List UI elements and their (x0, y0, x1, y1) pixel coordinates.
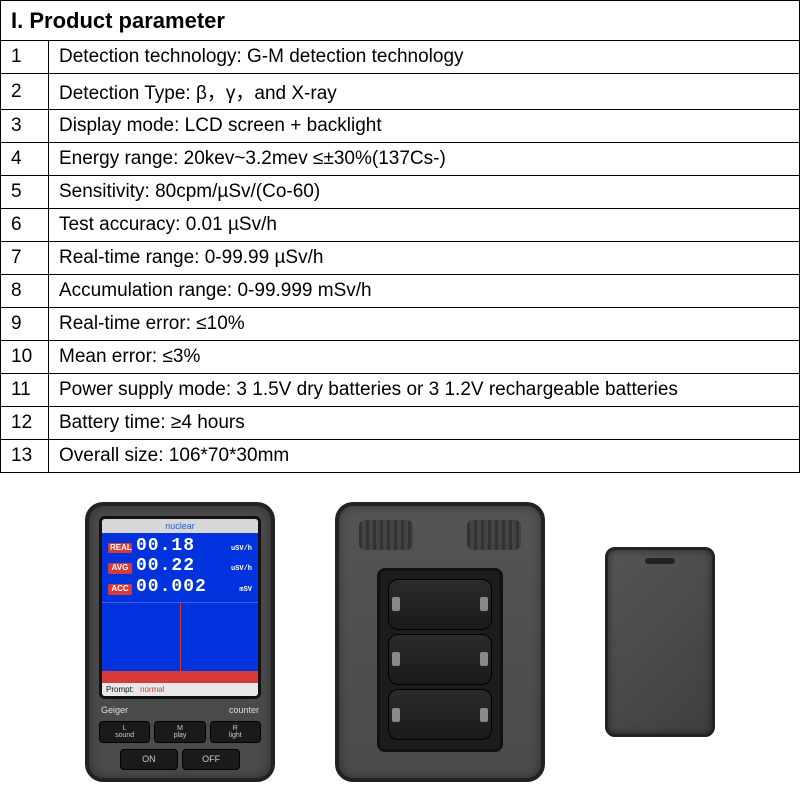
bottom-button-row: ONOFF (99, 749, 261, 770)
device-button[interactable]: Rlight (210, 721, 261, 743)
spec-row-number: 9 (1, 308, 49, 341)
spec-row: 2Detection Type: β，γ，and X-ray (1, 74, 800, 110)
spec-row-text: Display mode: LCD screen + backlight (49, 110, 800, 143)
spec-row-number: 10 (1, 341, 49, 374)
button-line1: L (100, 725, 149, 732)
spec-row-text: Sensitivity: 80cpm/µSv/(Co-60) (49, 176, 800, 209)
prompt-label: Prompt: (106, 685, 134, 694)
spec-row-text: Detection technology: G-M detection tech… (49, 41, 800, 74)
spec-row-number: 6 (1, 209, 49, 242)
spec-row: 9Real-time error: ≤10% (1, 308, 800, 341)
spec-row: 8Accumulation range: 0-99.999 mSv/h (1, 275, 800, 308)
spec-row-number: 4 (1, 143, 49, 176)
spec-row: 5Sensitivity: 80cpm/µSv/(Co-60) (1, 176, 800, 209)
lcd-main: REAL 00.18 uSV/h AVG 00.22 uSV/h ACC 00.002 mSV (102, 533, 258, 602)
spec-row-number: 1 (1, 41, 49, 74)
spec-row: 7Real-time range: 0-99.99 µSv/h (1, 242, 800, 275)
button-line2: play (155, 732, 204, 739)
brand-row: Geiger counter (99, 705, 261, 715)
battery-slot (388, 579, 492, 630)
device-front: nuclear REAL 00.18 uSV/h AVG 00.22 uSV/h ACC 00… (85, 502, 275, 782)
off-button[interactable]: OFF (182, 749, 240, 770)
spec-row: 6Test accuracy: 0.01 µSv/h (1, 209, 800, 242)
battery-slot (388, 634, 492, 685)
lcd-readout-unit: mSV (239, 587, 252, 595)
battery-slot (388, 689, 492, 740)
spec-row-number: 8 (1, 275, 49, 308)
brand-left: Geiger (101, 705, 128, 715)
spec-row-number: 2 (1, 74, 49, 110)
lcd-prompt: Prompt: normal (102, 683, 258, 696)
lcd-readout-label: AVG (108, 563, 132, 574)
lcd-readout-label: REAL (108, 543, 132, 554)
brand-right: counter (229, 705, 259, 715)
spec-row-number: 3 (1, 110, 49, 143)
spec-row-number: 11 (1, 374, 49, 407)
spec-row-text: Battery time: ≥4 hours (49, 407, 800, 440)
spec-row: 13Overall size: 106*70*30mm (1, 440, 800, 473)
spec-row: 10Mean error: ≤3% (1, 341, 800, 374)
spec-table-header: I. Product parameter (1, 1, 800, 41)
spec-row-text: Real-time error: ≤10% (49, 308, 800, 341)
lcd-readout-unit: uSV/h (231, 566, 252, 574)
spec-row-text: Power supply mode: 3 1.5V dry batteries … (49, 374, 800, 407)
button-line2: light (211, 732, 260, 739)
lcd-readout-value: 00.18 (136, 537, 195, 557)
spec-row: 12Battery time: ≥4 hours (1, 407, 800, 440)
button-line2: sound (100, 732, 149, 739)
on-button[interactable]: ON (120, 749, 178, 770)
spec-row-number: 13 (1, 440, 49, 473)
lcd-graph (102, 602, 258, 683)
spec-row-text: Detection Type: β，γ，and X-ray (49, 74, 800, 110)
lcd-readout: ACC 00.002 mSV (108, 578, 252, 598)
speaker-grille-right (467, 520, 521, 550)
lcd-readout: REAL 00.18 uSV/h (108, 537, 252, 557)
spec-row-number: 5 (1, 176, 49, 209)
speaker-grille-left (359, 520, 413, 550)
screen-title: nuclear (102, 519, 258, 533)
spec-row-number: 12 (1, 407, 49, 440)
product-photo-strip: nuclear REAL 00.18 uSV/h AVG 00.22 uSV/h ACC 00… (0, 473, 800, 800)
spec-table: I. Product parameter 1Detection technolo… (0, 0, 800, 473)
device-screen: nuclear REAL 00.18 uSV/h AVG 00.22 uSV/h ACC 00… (99, 516, 261, 699)
spec-row-text: Energy range: 20kev~3.2mev ≤±30%(137Cs-) (49, 143, 800, 176)
device-button[interactable]: Lsound (99, 721, 150, 743)
top-button-row: LsoundMplayRlight (99, 721, 261, 743)
button-line1: M (155, 725, 204, 732)
spec-row: 3Display mode: LCD screen + backlight (1, 110, 800, 143)
spec-row: 1Detection technology: G-M detection tec… (1, 41, 800, 74)
spec-row-text: Real-time range: 0-99.99 µSv/h (49, 242, 800, 275)
device-back (335, 502, 545, 782)
lcd-readout-unit: uSV/h (231, 546, 252, 554)
lcd-readout: AVG 00.22 uSV/h (108, 557, 252, 577)
spec-row-text: Test accuracy: 0.01 µSv/h (49, 209, 800, 242)
spec-row-text: Mean error: ≤3% (49, 341, 800, 374)
battery-compartment (377, 568, 503, 752)
spec-row: 4Energy range: 20kev~3.2mev ≤±30%(137Cs-… (1, 143, 800, 176)
device-button[interactable]: Mplay (154, 721, 205, 743)
spec-row: 11Power supply mode: 3 1.5V dry batterie… (1, 374, 800, 407)
battery-cover (605, 547, 715, 737)
button-line1: R (211, 725, 260, 732)
lcd-readout-value: 00.22 (136, 557, 195, 577)
spec-row-text: Accumulation range: 0-99.999 mSv/h (49, 275, 800, 308)
lcd-readout-value: 00.002 (136, 578, 207, 598)
spec-row-text: Overall size: 106*70*30mm (49, 440, 800, 473)
lcd-readout-label: ACC (108, 584, 132, 595)
spec-row-number: 7 (1, 242, 49, 275)
prompt-value: normal (140, 685, 164, 694)
